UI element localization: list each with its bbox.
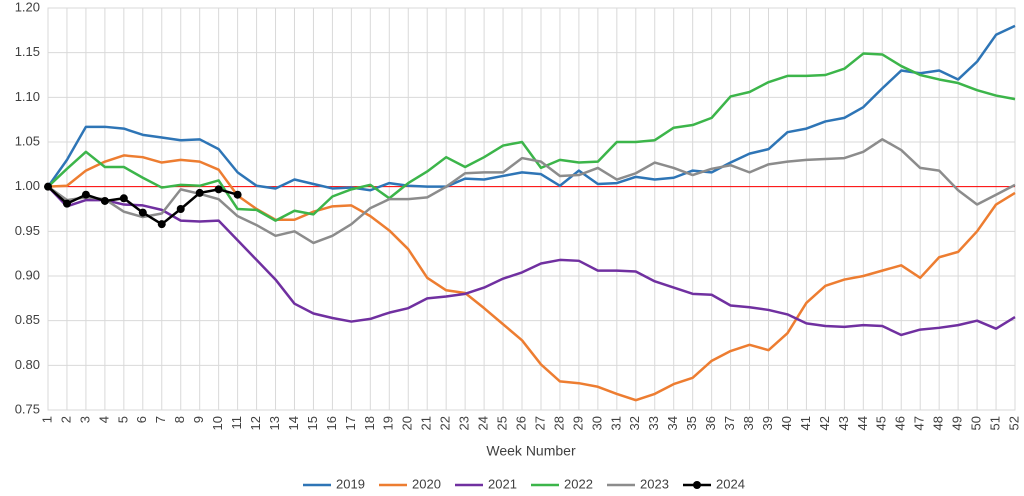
x-tick-label: 41 <box>798 416 813 430</box>
y-tick-label: 1.10 <box>15 89 40 104</box>
series-line <box>47 52 1016 222</box>
x-tick-label: 7 <box>153 416 168 423</box>
x-tick-label: 40 <box>779 416 794 430</box>
x-tick-label: 13 <box>267 416 282 430</box>
x-tick-label: 49 <box>950 416 965 430</box>
legend-marker <box>693 481 701 489</box>
x-tick-label: 10 <box>210 416 225 430</box>
legend-label: 2022 <box>564 476 593 491</box>
series-line <box>47 138 1016 245</box>
x-tick-label: 45 <box>874 416 889 430</box>
x-tick-label: 23 <box>457 416 472 430</box>
legend-label: 2020 <box>412 476 441 491</box>
x-tick-label: 25 <box>494 416 509 430</box>
x-tick-label: 37 <box>722 416 737 430</box>
x-tick-label: 21 <box>419 416 434 430</box>
x-tick-label: 36 <box>703 416 718 430</box>
x-tick-label: 51 <box>987 416 1002 430</box>
y-tick-label: 1.05 <box>15 133 40 148</box>
x-tick-label: 35 <box>684 416 699 430</box>
legend-label: 2021 <box>488 476 517 491</box>
x-tick-label: 17 <box>343 416 358 430</box>
y-tick-label: 1.00 <box>15 178 40 193</box>
x-tick-label: 11 <box>229 416 244 430</box>
series-marker <box>214 185 223 194</box>
x-tick-label: 3 <box>77 416 92 423</box>
x-tick-label: 48 <box>931 416 946 430</box>
x-tick-label: 20 <box>400 416 415 430</box>
y-tick-label: 0.95 <box>15 223 40 238</box>
series-marker <box>195 188 204 197</box>
legend-label: 2023 <box>640 476 669 491</box>
x-tick-label: 33 <box>646 416 661 430</box>
y-tick-label: 1.20 <box>15 0 40 14</box>
x-tick-label: 38 <box>741 416 756 430</box>
x-tick-label: 39 <box>760 416 775 430</box>
x-tick-label: 46 <box>893 416 908 430</box>
series-marker <box>100 196 109 205</box>
x-tick-label: 30 <box>589 416 604 430</box>
x-tick-label: 28 <box>551 416 566 430</box>
x-tick-label: 52 <box>1006 416 1021 430</box>
x-tick-label: 8 <box>172 416 187 423</box>
x-tick-label: 6 <box>134 416 149 423</box>
x-tick-label: 1 <box>39 416 54 423</box>
x-tick-label: 26 <box>513 416 528 430</box>
x-tick-label: 14 <box>286 416 301 430</box>
series-marker <box>62 199 71 208</box>
legend-label: 2024 <box>716 476 745 491</box>
y-tick-label: 0.90 <box>15 267 40 282</box>
x-tick-label: 50 <box>969 416 984 430</box>
x-tick-label: 4 <box>96 416 111 423</box>
x-tick-label: 9 <box>191 416 206 423</box>
x-tick-label: 5 <box>115 416 130 423</box>
series-marker <box>157 220 166 229</box>
series-line <box>47 185 1016 337</box>
series-marker <box>176 205 185 213</box>
x-tick-label: 44 <box>855 416 870 430</box>
x-tick-label: 42 <box>817 416 832 430</box>
series-marker <box>44 182 52 191</box>
legend-label: 2019 <box>336 476 365 491</box>
x-tick-label: 47 <box>912 416 927 430</box>
series-line <box>46 24 1016 192</box>
series-line <box>47 154 1016 402</box>
x-tick-label: 2 <box>58 416 73 423</box>
x-tick-label: 31 <box>608 416 623 430</box>
y-tick-label: 0.75 <box>15 401 40 416</box>
x-tick-label: 22 <box>438 416 453 430</box>
x-tick-label: 19 <box>381 416 396 430</box>
x-tick-label: 18 <box>362 416 377 430</box>
series-marker <box>233 190 242 199</box>
series-marker <box>119 194 128 203</box>
x-tick-label: 27 <box>532 416 547 430</box>
x-tick-label: 24 <box>476 416 491 430</box>
y-tick-label: 1.15 <box>15 44 40 59</box>
plot-border <box>47 7 1016 411</box>
y-tick-label: 0.85 <box>15 312 40 327</box>
x-tick-label: 15 <box>305 416 320 430</box>
series-marker <box>81 190 90 199</box>
x-tick-label: 32 <box>627 416 642 430</box>
x-tick-label: 34 <box>665 416 680 430</box>
x-tick-label: 29 <box>570 416 585 430</box>
x-tick-label: 12 <box>248 416 263 430</box>
x-tick-label: 16 <box>324 416 339 430</box>
x-axis-label: Week Number <box>486 443 576 459</box>
x-tick-label: 43 <box>836 416 851 430</box>
y-tick-label: 0.80 <box>15 357 40 372</box>
series-marker <box>138 208 147 217</box>
